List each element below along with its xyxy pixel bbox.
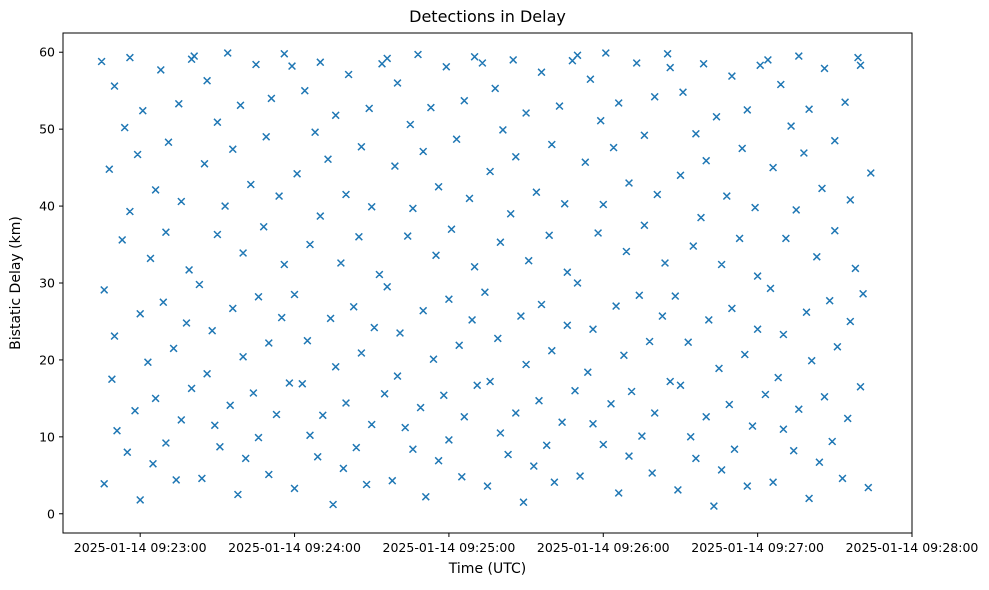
chart-title: Detections in Delay: [409, 7, 566, 26]
x-tick-label: 2025-01-14 09:26:00: [537, 540, 670, 555]
x-axis-label: Time (UTC): [448, 561, 527, 577]
y-tick-label: 20: [39, 352, 55, 367]
x-tick-label: 2025-01-14 09:24:00: [228, 540, 361, 555]
y-tick-label: 30: [39, 276, 55, 291]
x-tick-label: 2025-01-14 09:25:00: [383, 540, 516, 555]
y-tick-label: 50: [39, 122, 55, 137]
y-tick-label: 60: [39, 45, 55, 60]
y-tick-label: 0: [47, 506, 55, 521]
y-axis-label: Bistatic Delay (km): [8, 216, 24, 350]
x-tick-label: 2025-01-14 09:23:00: [74, 540, 207, 555]
y-tick-label: 10: [39, 429, 55, 444]
x-tick-label: 2025-01-14 09:28:00: [846, 540, 979, 555]
y-tick-label: 40: [39, 199, 55, 214]
axes-frame: [62, 32, 913, 534]
x-tick-label: 2025-01-14 09:27:00: [691, 540, 824, 555]
scatter-points: [97, 49, 875, 511]
